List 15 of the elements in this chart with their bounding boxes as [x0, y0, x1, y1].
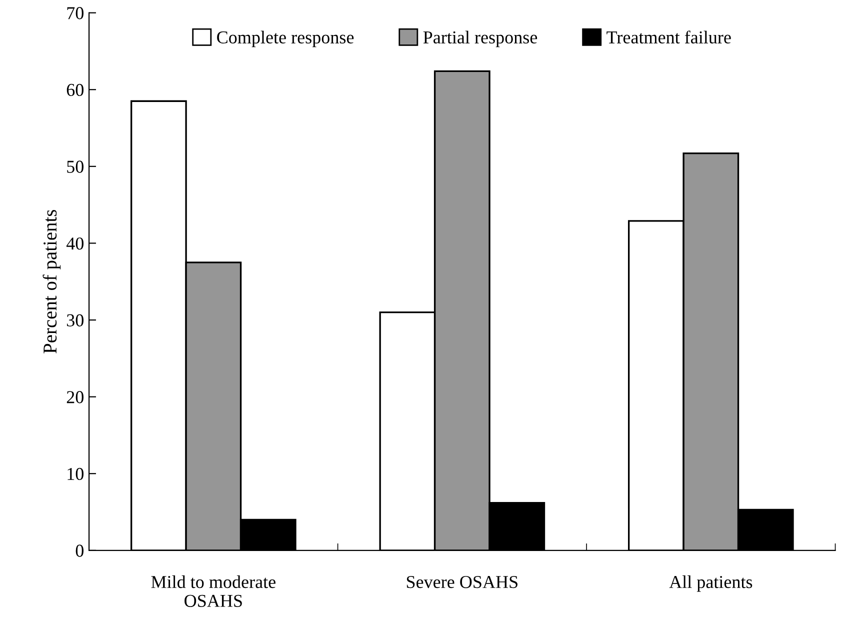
- y-tick-label: 10: [68, 468, 84, 480]
- x-tick-label: Mild to moderate OSAHS: [151, 575, 276, 607]
- y-tick-label: 30: [66, 314, 84, 326]
- y-tick-label: 0: [76, 544, 84, 557]
- x-tick-label: All patients: [669, 575, 752, 592]
- y-tick-label: 60: [66, 84, 84, 96]
- y-tick-label: 70: [67, 7, 84, 20]
- legend-label: Partial response: [423, 30, 538, 48]
- legend-label: Complete response: [217, 30, 354, 48]
- y-tick-label: 50: [67, 160, 84, 173]
- legend-label: Treatment failure: [606, 30, 731, 44]
- y-axis-title: Percent of patients: [42, 210, 61, 354]
- y-tick-label: 40: [66, 237, 84, 250]
- x-tick-label: Severe OSAHS: [406, 576, 518, 588]
- y-tick-label: 20: [66, 391, 84, 404]
